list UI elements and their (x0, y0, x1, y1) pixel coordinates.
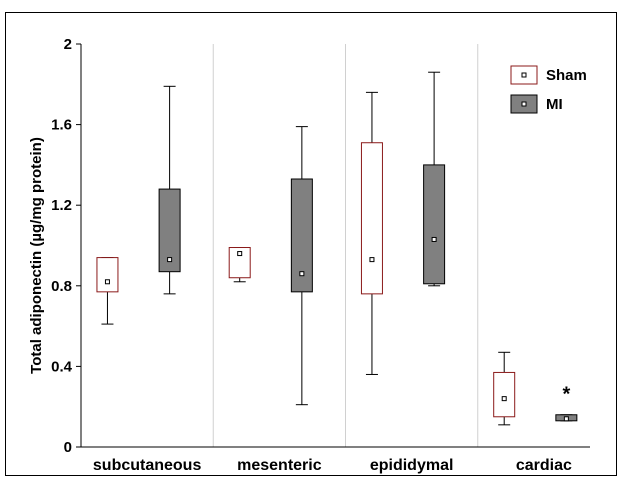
box-sham (493, 371, 516, 418)
median-marker (299, 271, 305, 277)
median-marker (167, 257, 173, 263)
box-sham (228, 247, 251, 279)
category-label: subcutaneous (93, 457, 202, 474)
legend-marker (521, 101, 527, 107)
median-marker (563, 416, 569, 422)
category-label: epididymal (370, 457, 454, 474)
box-mi (423, 164, 446, 285)
median-marker (237, 251, 243, 257)
legend-marker (521, 72, 527, 78)
y-tick-label: 1.6 (51, 117, 72, 134)
category-label: cardiac (516, 457, 572, 474)
median-marker (369, 257, 375, 263)
y-tick-label: 1.2 (51, 197, 72, 214)
box-mi (290, 178, 313, 293)
legend-label-mi: MI (546, 96, 563, 113)
box-sham (360, 142, 383, 295)
significance-asterisk: * (562, 384, 570, 406)
category-label: mesenteric (237, 457, 322, 474)
y-tick-label: 0.8 (51, 278, 72, 295)
y-tick-label: 2 (64, 36, 72, 53)
box-mi (158, 188, 181, 273)
legend-label-sham: Sham (546, 67, 587, 84)
y-tick-label: 0 (64, 439, 72, 456)
y-tick-label: 0.4 (51, 358, 73, 375)
median-marker (431, 236, 437, 242)
median-marker (104, 279, 110, 285)
y-axis-title: Total adiponectin (µg/mg protein) (28, 137, 45, 374)
median-marker (501, 396, 507, 402)
box-sham (96, 257, 119, 293)
